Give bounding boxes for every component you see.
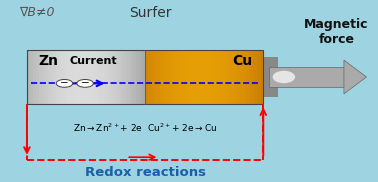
Bar <box>228 50 231 104</box>
Bar <box>56 50 59 104</box>
Bar <box>237 50 240 104</box>
Bar <box>77 50 80 104</box>
Bar <box>30 50 33 104</box>
Bar <box>263 58 278 96</box>
Bar <box>71 50 74 104</box>
Bar <box>80 50 83 104</box>
Bar <box>234 50 237 104</box>
Bar <box>175 50 178 104</box>
Bar <box>39 50 42 104</box>
Bar <box>139 50 142 104</box>
Bar <box>178 50 181 104</box>
Bar <box>186 50 189 104</box>
Bar <box>181 50 183 104</box>
Bar <box>163 50 166 104</box>
Bar <box>83 50 86 104</box>
Bar <box>98 50 101 104</box>
Bar <box>151 50 154 104</box>
Bar <box>59 50 62 104</box>
Bar <box>172 50 175 104</box>
Bar <box>121 50 124 104</box>
Bar <box>169 50 172 104</box>
Bar <box>201 50 204 104</box>
Bar <box>240 50 243 104</box>
Bar <box>130 50 133 104</box>
Bar <box>116 50 119 104</box>
Bar <box>101 50 104 104</box>
Bar <box>48 50 51 104</box>
Text: Surfer: Surfer <box>130 6 172 20</box>
Bar <box>192 50 195 104</box>
Bar <box>257 50 260 104</box>
Bar <box>45 50 48 104</box>
Bar <box>269 67 344 87</box>
Bar <box>207 50 210 104</box>
Text: Zn: Zn <box>38 54 58 68</box>
Text: Magnetic
force: Magnetic force <box>304 18 369 46</box>
Bar <box>225 50 228 104</box>
Text: −: − <box>60 78 69 88</box>
Bar <box>166 50 169 104</box>
Bar <box>36 50 39 104</box>
Bar <box>142 50 145 104</box>
Bar <box>204 50 207 104</box>
Bar <box>251 50 254 104</box>
Text: Redox reactions: Redox reactions <box>85 166 206 179</box>
Bar <box>210 50 213 104</box>
Text: Cu: Cu <box>232 54 252 68</box>
Bar <box>216 50 219 104</box>
Bar <box>248 50 251 104</box>
Bar <box>160 50 163 104</box>
Polygon shape <box>344 60 366 94</box>
Bar <box>42 50 45 104</box>
Bar <box>119 50 121 104</box>
Circle shape <box>56 80 73 87</box>
Bar <box>27 50 30 104</box>
Bar <box>145 50 148 104</box>
Bar <box>89 50 92 104</box>
Bar <box>133 50 136 104</box>
Bar <box>157 50 160 104</box>
Ellipse shape <box>273 71 295 83</box>
Bar <box>154 50 157 104</box>
Bar <box>92 50 95 104</box>
Text: Current: Current <box>69 56 117 66</box>
Bar <box>107 50 110 104</box>
Bar <box>104 50 107 104</box>
Text: Zn$\rightarrow$Zn$^{2+}$+ 2e  Cu$^{2+}$+ 2e$\rightarrow$Cu: Zn$\rightarrow$Zn$^{2+}$+ 2e Cu$^{2+}$+ … <box>73 121 217 134</box>
Bar <box>95 50 98 104</box>
Bar <box>231 50 234 104</box>
Bar <box>65 50 68 104</box>
Bar <box>219 50 222 104</box>
Bar <box>127 50 130 104</box>
Bar <box>189 50 192 104</box>
Text: ∇B≠0: ∇B≠0 <box>19 6 55 19</box>
Bar <box>51 50 54 104</box>
Bar <box>124 50 127 104</box>
Bar <box>54 50 56 104</box>
Bar <box>222 50 225 104</box>
Bar <box>110 50 113 104</box>
Circle shape <box>77 80 93 87</box>
Bar <box>148 50 151 104</box>
Bar <box>243 50 246 104</box>
Bar <box>68 50 71 104</box>
Bar <box>86 50 89 104</box>
Bar <box>27 50 263 104</box>
Bar <box>195 50 198 104</box>
Bar <box>74 50 77 104</box>
Bar <box>183 50 186 104</box>
Bar <box>136 50 139 104</box>
Bar <box>260 50 263 104</box>
Bar <box>62 50 65 104</box>
Bar <box>254 50 257 104</box>
Bar <box>246 50 248 104</box>
Bar <box>33 50 36 104</box>
Bar <box>113 50 116 104</box>
Bar <box>213 50 216 104</box>
Bar <box>198 50 201 104</box>
Text: −: − <box>81 78 90 88</box>
